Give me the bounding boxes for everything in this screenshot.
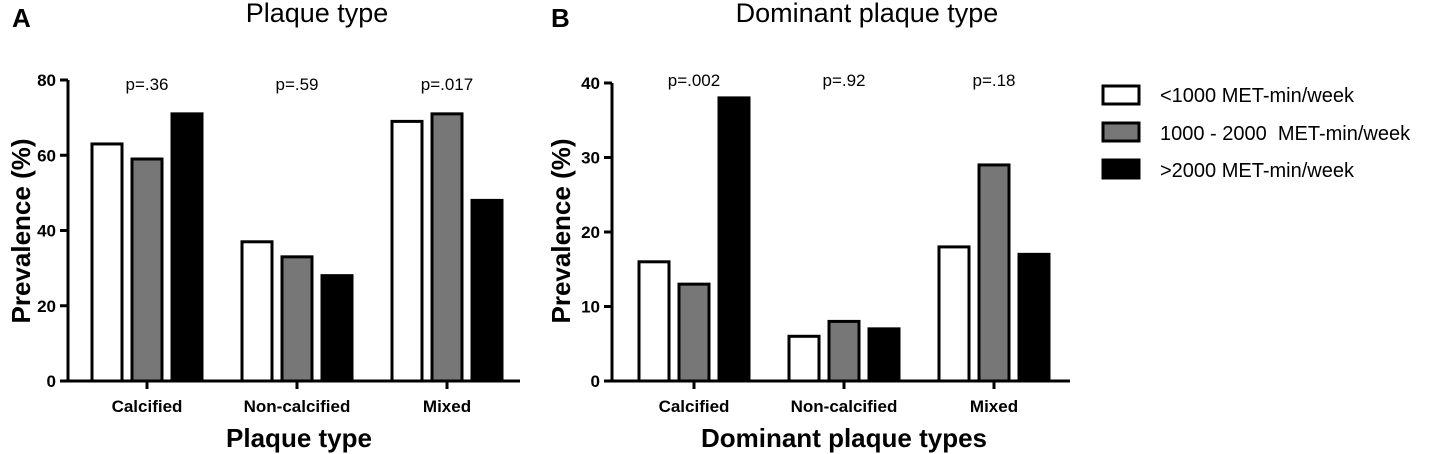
panel-a-category-label: Non-calcified [244, 397, 351, 416]
legend-label-low: <1000 MET-min/week [1160, 85, 1355, 107]
panel-b-category-label: Mixed [970, 397, 1018, 416]
panel-a-plot-area: 0 20 40 60 80 Calcified p=.36 Non-calcified p=.5… [37, 71, 520, 416]
panel-b-letter: B [551, 3, 570, 33]
panel-a-bar [170, 112, 204, 383]
panel-a-bar [240, 240, 274, 383]
panel-a-y-tick-label: 20 [37, 297, 56, 316]
panel-b-category-label: Calcified [659, 397, 730, 416]
panel-b-bar [637, 260, 671, 383]
legend-label-high: >2000 MET-min/week [1160, 160, 1355, 182]
panel-b-y-axis-title: Prevalence (%) [546, 139, 576, 324]
panel-b-y-tick-label: 0 [591, 372, 600, 391]
panel-a-bar [390, 119, 424, 383]
panel-b-p-value-label: p=.002 [668, 71, 720, 90]
legend: <1000 MET-min/week 1000 - 2000 MET-min/w… [1101, 84, 1411, 182]
panel-a-p-value-label: p=.59 [275, 75, 318, 94]
panel-a-p-value-label: p=.36 [125, 75, 168, 94]
panel-a: A Plaque type Prevalence (%) Plaque type… [6, 0, 520, 453]
panel-b-y-tick-label: 20 [581, 223, 600, 242]
panel-a-letter: A [12, 3, 31, 33]
panel-a-y-tick-label: 0 [47, 372, 56, 391]
panel-b-bar [717, 96, 751, 383]
legend-swatch-low [1101, 84, 1141, 106]
panel-a-p-value-label: p=.017 [421, 75, 473, 94]
panel-b-bar [677, 282, 711, 383]
panel-a-bar [130, 157, 164, 383]
panel-b-x-axis-title: Dominant plaque types [701, 423, 987, 453]
panel-b-plot-area: 0 10 20 30 40 Calcified p=.002 Non-calcified p=.… [581, 71, 1070, 416]
panel-b-bar [867, 327, 901, 383]
panel-a-y-tick-label: 80 [37, 71, 56, 90]
panel-a-x-axis-title: Plaque type [226, 423, 372, 453]
panel-a-category-label: Calcified [112, 397, 183, 416]
panel-b-title: Dominant plaque type [736, 0, 999, 28]
panel-b: B Dominant plaque type Prevalence (%) Do… [546, 0, 1070, 453]
panel-b-bar [977, 163, 1011, 383]
legend-swatch-high [1101, 158, 1141, 180]
panel-a-bar [470, 198, 504, 383]
panel-b-p-value-label: p=.92 [822, 71, 865, 90]
panel-b-bar [1017, 252, 1051, 383]
legend-label-mid: 1000 - 2000 MET-min/week [1160, 123, 1411, 145]
panel-a-y-axis-title: Prevalence (%) [6, 139, 36, 324]
panel-a-y-tick-label: 60 [37, 146, 56, 165]
panel-b-y-tick-label: 40 [581, 74, 600, 93]
panel-a-bar [430, 112, 464, 383]
panel-b-bar [937, 245, 971, 383]
panel-a-title: Plaque type [246, 0, 389, 28]
panel-a-y-tick-label: 40 [37, 222, 56, 241]
panel-a-bar [90, 142, 124, 383]
panel-b-y-tick-label: 10 [581, 298, 600, 317]
panel-a-bar [280, 255, 314, 383]
panel-b-category-label: Non-calcified [791, 397, 898, 416]
panel-b-y-tick-label: 30 [581, 149, 600, 168]
panel-a-category-label: Mixed [423, 397, 471, 416]
panel-a-bar [320, 274, 354, 383]
legend-swatch-mid [1101, 121, 1141, 143]
panel-b-bar [827, 319, 861, 383]
panel-b-p-value-label: p=.18 [972, 71, 1015, 90]
panel-b-bar [787, 334, 821, 383]
